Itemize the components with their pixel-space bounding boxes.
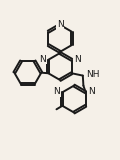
Text: N: N xyxy=(39,55,46,64)
Text: N: N xyxy=(54,87,60,96)
Text: N: N xyxy=(88,87,95,96)
Text: N: N xyxy=(74,55,81,64)
Text: NH: NH xyxy=(86,70,100,79)
Text: N: N xyxy=(57,20,63,29)
